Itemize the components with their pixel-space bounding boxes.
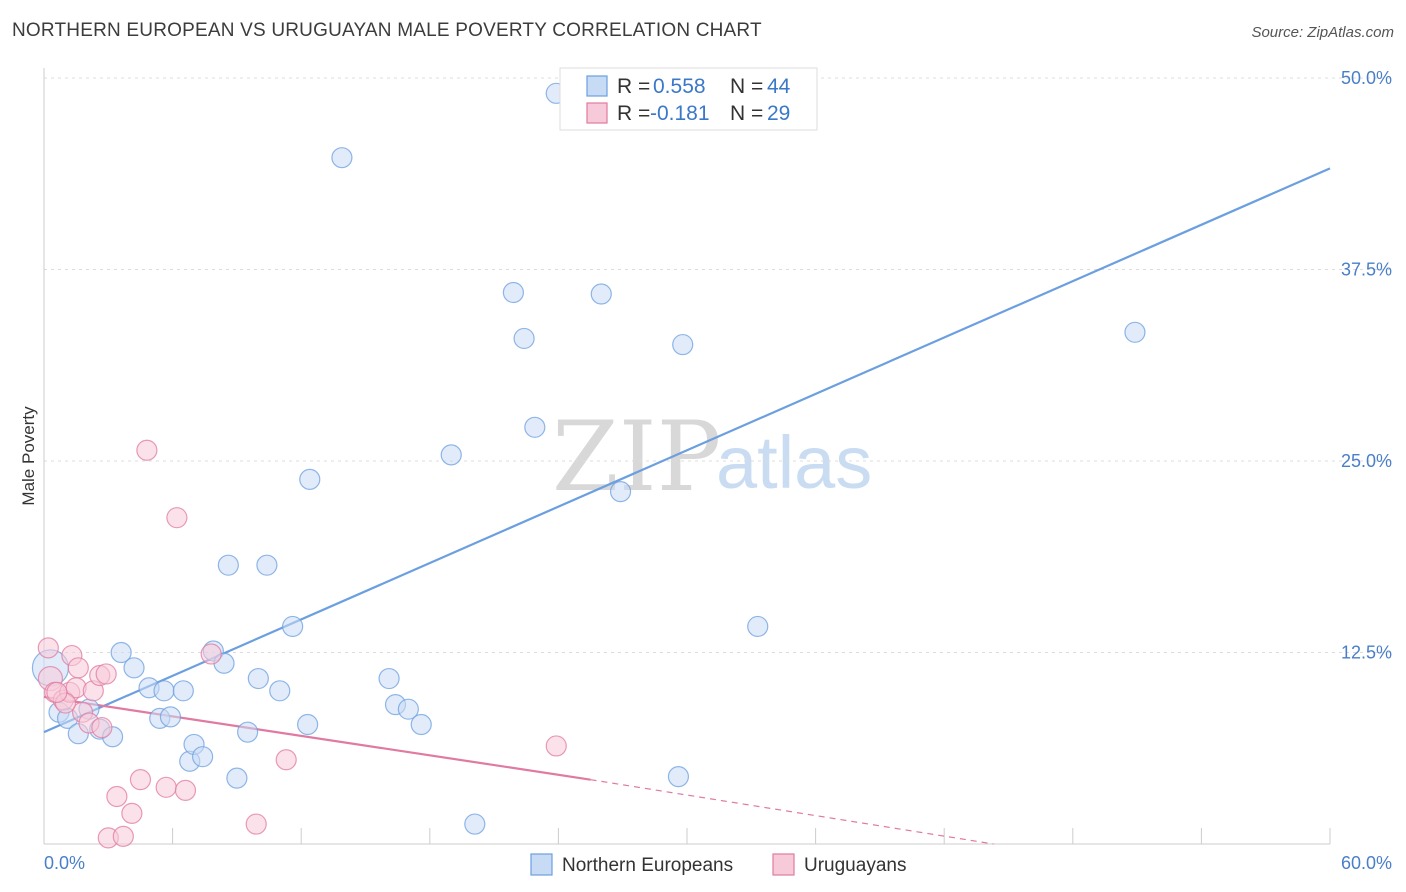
northern-point-26 bbox=[297, 713, 319, 736]
northern-point-32 bbox=[410, 713, 432, 736]
x-tick-label-min: 0.0% bbox=[44, 853, 85, 873]
legend-n-value-2: 29 bbox=[767, 102, 790, 125]
northern-point-7 bbox=[110, 641, 132, 664]
bottom-legend-label-northern: Northern Europeans bbox=[562, 855, 733, 876]
uruguayan-point-26 bbox=[545, 735, 567, 757]
northern-point-12 bbox=[159, 706, 182, 728]
northern-point-11 bbox=[153, 680, 175, 702]
northern-point-20 bbox=[226, 767, 248, 789]
uruguayan-point-16 bbox=[112, 825, 134, 847]
northern-point-34 bbox=[464, 813, 486, 835]
northern-point-13 bbox=[172, 680, 194, 702]
legend-r-label-1: R = bbox=[617, 75, 650, 98]
legend-n-value-1: 44 bbox=[767, 75, 791, 98]
northern-point-44 bbox=[667, 765, 690, 788]
uruguayan-point-20 bbox=[155, 776, 177, 798]
northern-point-40 bbox=[609, 481, 632, 503]
northern-point-29 bbox=[378, 667, 400, 690]
uruguayan-point-0 bbox=[37, 637, 59, 659]
northern-point-25 bbox=[282, 615, 304, 638]
uruguayan-point-24 bbox=[245, 813, 267, 835]
northern-point-31 bbox=[397, 698, 419, 720]
bottom-legend-label-uruguayan: Uruguayans bbox=[804, 855, 906, 876]
uruguayan-point-28 bbox=[46, 681, 68, 703]
uruguayan-point-19 bbox=[136, 439, 158, 461]
uruguayan-point-12 bbox=[91, 716, 113, 739]
northern-point-43 bbox=[1124, 321, 1146, 343]
uruguayan-point-7 bbox=[67, 657, 89, 679]
y-tick-labels: 12.5% 25.0% 37.5% 50.0% bbox=[1341, 68, 1392, 663]
legend-swatch-northern bbox=[586, 75, 608, 97]
northern-point-41 bbox=[672, 333, 694, 356]
y-tick-label-2: 37.5% bbox=[1341, 260, 1392, 280]
uruguayan-point-15 bbox=[106, 785, 128, 808]
legend-swatch-uruguayan bbox=[586, 102, 608, 124]
bottom-legend-swatch-northern bbox=[530, 853, 553, 876]
northern-point-8 bbox=[123, 657, 145, 679]
northern-point-23 bbox=[256, 554, 278, 576]
legend-r-label-2: R = bbox=[617, 102, 650, 125]
watermark-atlas: atlas bbox=[716, 421, 872, 504]
uruguayan-trend-line bbox=[43, 695, 591, 781]
northern-point-33 bbox=[440, 444, 462, 466]
uruguayan-trend-extension bbox=[590, 779, 994, 845]
legend-n-label-2: N = bbox=[730, 102, 763, 125]
legend-r-value-2: -0.181 bbox=[650, 102, 710, 125]
northern-point-28 bbox=[331, 147, 353, 169]
axes bbox=[43, 68, 1331, 845]
northern-point-39 bbox=[590, 283, 612, 305]
legend-r-value-1: 0.558 bbox=[653, 75, 706, 98]
x-tick-label-max: 60.0% bbox=[1341, 853, 1392, 873]
northern-trend-line bbox=[43, 167, 1331, 734]
uruguayan-point-25 bbox=[275, 749, 297, 771]
uruguayan-point-21 bbox=[166, 507, 188, 529]
y-tick-label-0: 12.5% bbox=[1341, 643, 1392, 663]
data-points bbox=[31, 82, 1146, 849]
uruguayan-point-18 bbox=[129, 769, 152, 791]
trend-lines bbox=[43, 167, 1331, 845]
y-tick-label-3: 50.0% bbox=[1341, 68, 1392, 88]
bottom-legend-swatch-uruguayan bbox=[772, 853, 795, 876]
northern-point-27 bbox=[299, 468, 321, 490]
uruguayan-point-23 bbox=[200, 643, 222, 665]
northern-point-42 bbox=[747, 615, 769, 638]
uruguayan-point-17 bbox=[121, 802, 143, 824]
y-tick-label-1: 25.0% bbox=[1341, 451, 1392, 471]
watermark-zip: ZIP bbox=[552, 401, 721, 513]
chart-title: NORTHERN EUROPEAN VS URUGUAYAN MALE POVE… bbox=[12, 20, 762, 41]
grid-lines bbox=[44, 77, 1392, 653]
northern-point-16 bbox=[192, 746, 214, 768]
northern-point-37 bbox=[524, 416, 546, 438]
correlation-legend: R = 0.558 N = 44 R = -0.181 N = 29 bbox=[559, 67, 818, 131]
northern-point-24 bbox=[269, 680, 291, 702]
legend-n-label-1: N = bbox=[730, 75, 763, 98]
uruguayan-point-13 bbox=[95, 663, 117, 685]
northern-point-22 bbox=[247, 667, 269, 690]
uruguayan-point-22 bbox=[174, 779, 197, 801]
northern-point-19 bbox=[217, 554, 239, 576]
y-axis-title: Male Poverty bbox=[19, 406, 38, 506]
source-label: Source: ZipAtlas.com bbox=[1251, 24, 1394, 41]
northern-point-21 bbox=[237, 721, 259, 743]
series-legend: Northern Europeans Uruguayans bbox=[530, 853, 906, 876]
northern-point-36 bbox=[513, 327, 535, 350]
northern-point-35 bbox=[502, 281, 524, 304]
